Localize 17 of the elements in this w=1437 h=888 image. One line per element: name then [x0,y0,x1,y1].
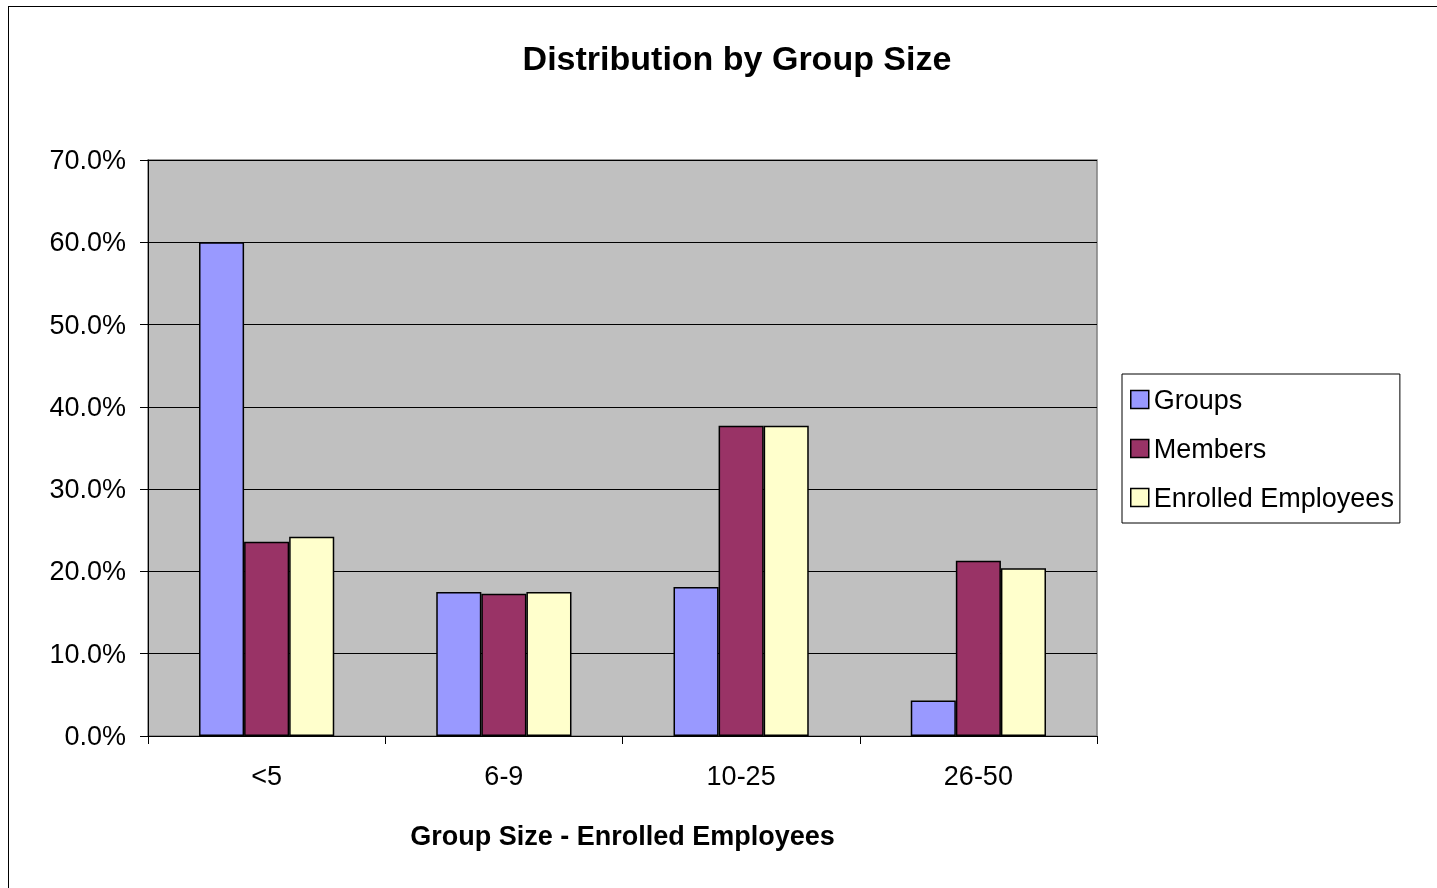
chart-title: Distribution by Group Size [522,39,952,77]
y-tick-label: 60.0% [49,227,126,258]
y-tick-label: 40.0% [49,391,126,422]
x-axis-title: Group Size - Enrolled Employees [410,820,835,851]
x-tick-label: 26-50 [943,760,1013,791]
x-tick-label: <5 [251,760,283,791]
legend-label: Enrolled Employees [1153,482,1394,513]
y-tick-label: 0.0% [64,721,126,751]
legend-label: Members [1153,433,1267,464]
x-tick-label: 6-9 [484,760,524,791]
y-tick-label: 30.0% [49,474,126,505]
y-tick-label: 70.0% [49,145,126,175]
legend-label: Groups [1153,384,1243,415]
y-tick-label: 20.0% [49,556,126,587]
x-tick-label: 10-25 [706,760,776,791]
y-tick-label: 50.0% [49,309,126,340]
y-tick-label: 10.0% [49,638,126,669]
